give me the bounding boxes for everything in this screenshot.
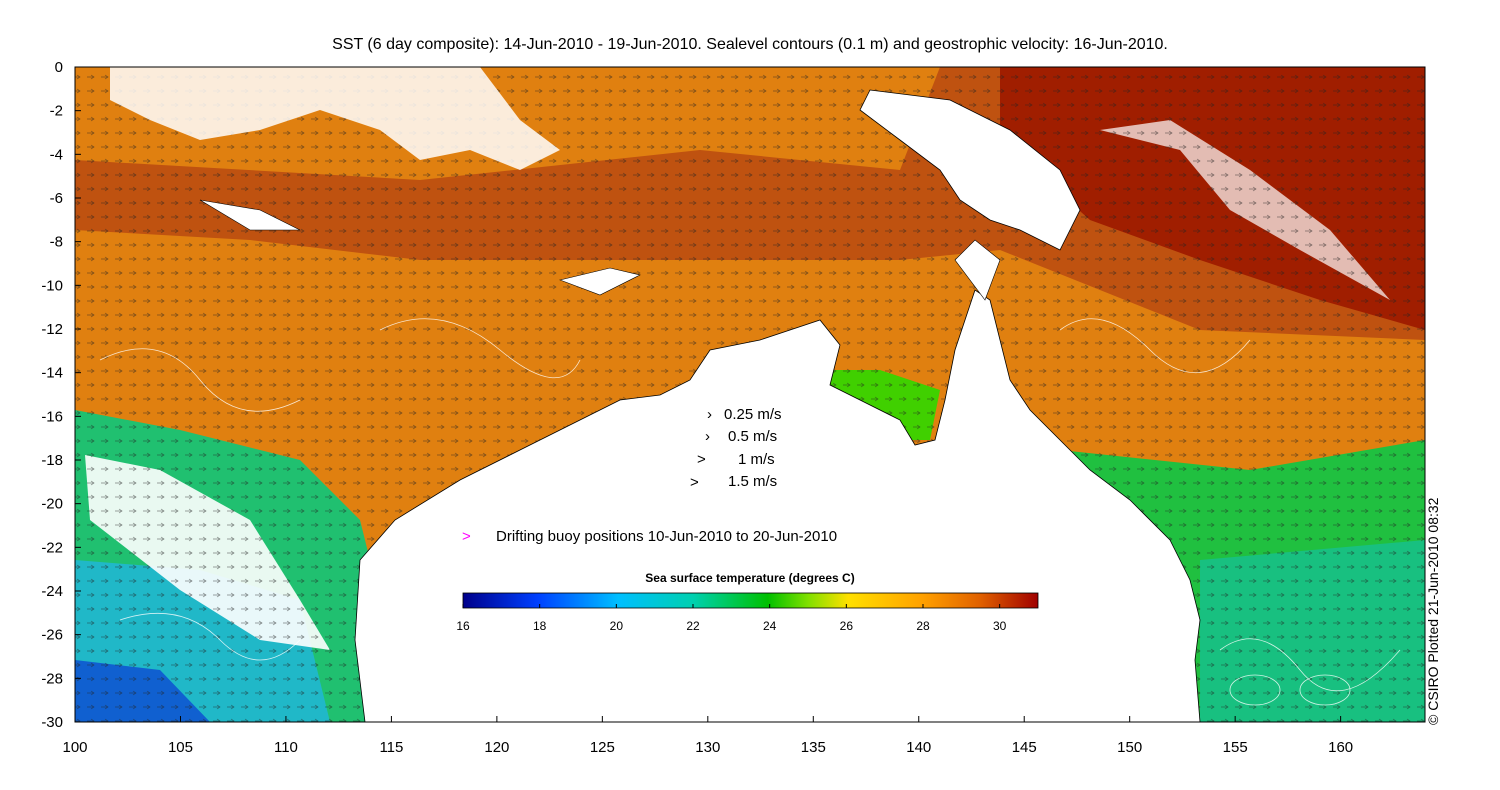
y-tick-label: -14 (41, 365, 63, 382)
y-tick-label: 0 (55, 59, 63, 76)
colorbar-tick-label: 22 (686, 619, 700, 633)
x-tick-label: 105 (168, 739, 193, 756)
colorbar-tick-label: 16 (456, 619, 470, 633)
x-axis: 100 105 110 115 120 125 130 135 140 145 150 155 160 (62, 716, 1353, 756)
new-guinea-land (859, 89, 1081, 251)
x-tick-label: 120 (484, 739, 509, 756)
island (558, 267, 641, 296)
colorbar-tick-label: 18 (533, 619, 547, 633)
colorbar-tick-label: 24 (763, 619, 777, 633)
x-tick-label: 150 (1117, 739, 1142, 756)
x-tick-label: 160 (1328, 739, 1353, 756)
colorbar: Sea surface temperature (degrees C) 16 18… (456, 571, 1039, 633)
velocity-legend-label: 0.5 m/s (728, 428, 777, 445)
australia-land (354, 289, 1201, 722)
colorbar-bar (462, 592, 1039, 609)
buoy-legend-label: Drifting buoy positions 10-Jun-2010 to 2… (496, 528, 837, 545)
x-tick-label: 115 (379, 739, 403, 756)
x-tick-label: 110 (274, 739, 298, 756)
sst-field (75, 67, 1425, 722)
velocity-legend: › 0.25 m/s › 0.5 m/s > 1 m/s > 1.5 m/s (690, 406, 782, 491)
colorbar-ticks: 16 18 20 22 24 26 28 30 (456, 604, 1007, 633)
y-tick-label: -2 (50, 103, 63, 120)
cape-york (954, 239, 1001, 301)
x-tick-label: 155 (1223, 739, 1248, 756)
sealevel-contours (99, 318, 1401, 706)
colorbar-title: Sea surface temperature (degrees C) (645, 571, 854, 585)
island (199, 199, 301, 231)
y-tick-label: -26 (41, 627, 63, 644)
x-tick-label: 145 (1012, 739, 1037, 756)
y-tick-label: -16 (41, 408, 63, 425)
y-tick-label: -28 (41, 670, 63, 687)
velocity-legend-label: 0.25 m/s (724, 406, 782, 423)
buoy-legend: > Drifting buoy positions 10-Jun-2010 to… (462, 528, 837, 545)
x-tick-label: 125 (590, 739, 615, 756)
legend-arrow-icon: › (705, 428, 710, 445)
y-tick-label: -20 (41, 496, 63, 513)
y-axis: 0 -2 -4 -6 -8 -10 -12 -14 -16 -18 -20 -22 -24 -26 -28 -… (41, 59, 81, 731)
plot-frame (74, 66, 1426, 723)
y-tick-label: -22 (41, 539, 63, 556)
colorbar-tick-label: 26 (840, 619, 854, 633)
x-tick-label: 140 (906, 739, 931, 756)
buoy-symbol-icon: > (462, 528, 471, 545)
legend-arrow-icon: › (707, 406, 712, 423)
y-tick-label: -6 (50, 190, 63, 207)
y-tick-label: -12 (41, 321, 63, 338)
velocity-legend-label: 1.5 m/s (728, 473, 777, 490)
x-tick-label: 135 (801, 739, 826, 756)
colorbar-tick-label: 20 (610, 619, 624, 633)
y-tick-label: -4 (50, 146, 63, 163)
y-tick-label: -24 (41, 583, 63, 600)
x-tick-label: 130 (695, 739, 720, 756)
indonesia-clouds (110, 67, 560, 170)
velocity-legend-label: 1 m/s (738, 451, 775, 468)
colorbar-tick-label: 28 (916, 619, 930, 633)
credit-text: © CSIRO Plotted 21-Jun-2010 08:32 (1425, 497, 1441, 725)
y-tick-label: -18 (41, 452, 63, 469)
page-title: SST (6 day composite): 14-Jun-2010 - 19-… (332, 36, 1168, 53)
y-tick-label: -8 (50, 234, 63, 251)
colorbar-tick-label: 30 (993, 619, 1007, 633)
legend-arrow-icon: > (690, 474, 699, 491)
y-tick-label: -10 (41, 277, 63, 294)
y-tick-label: -30 (41, 714, 63, 731)
legend-arrow-icon: > (697, 451, 706, 468)
x-tick-label: 100 (62, 739, 87, 756)
